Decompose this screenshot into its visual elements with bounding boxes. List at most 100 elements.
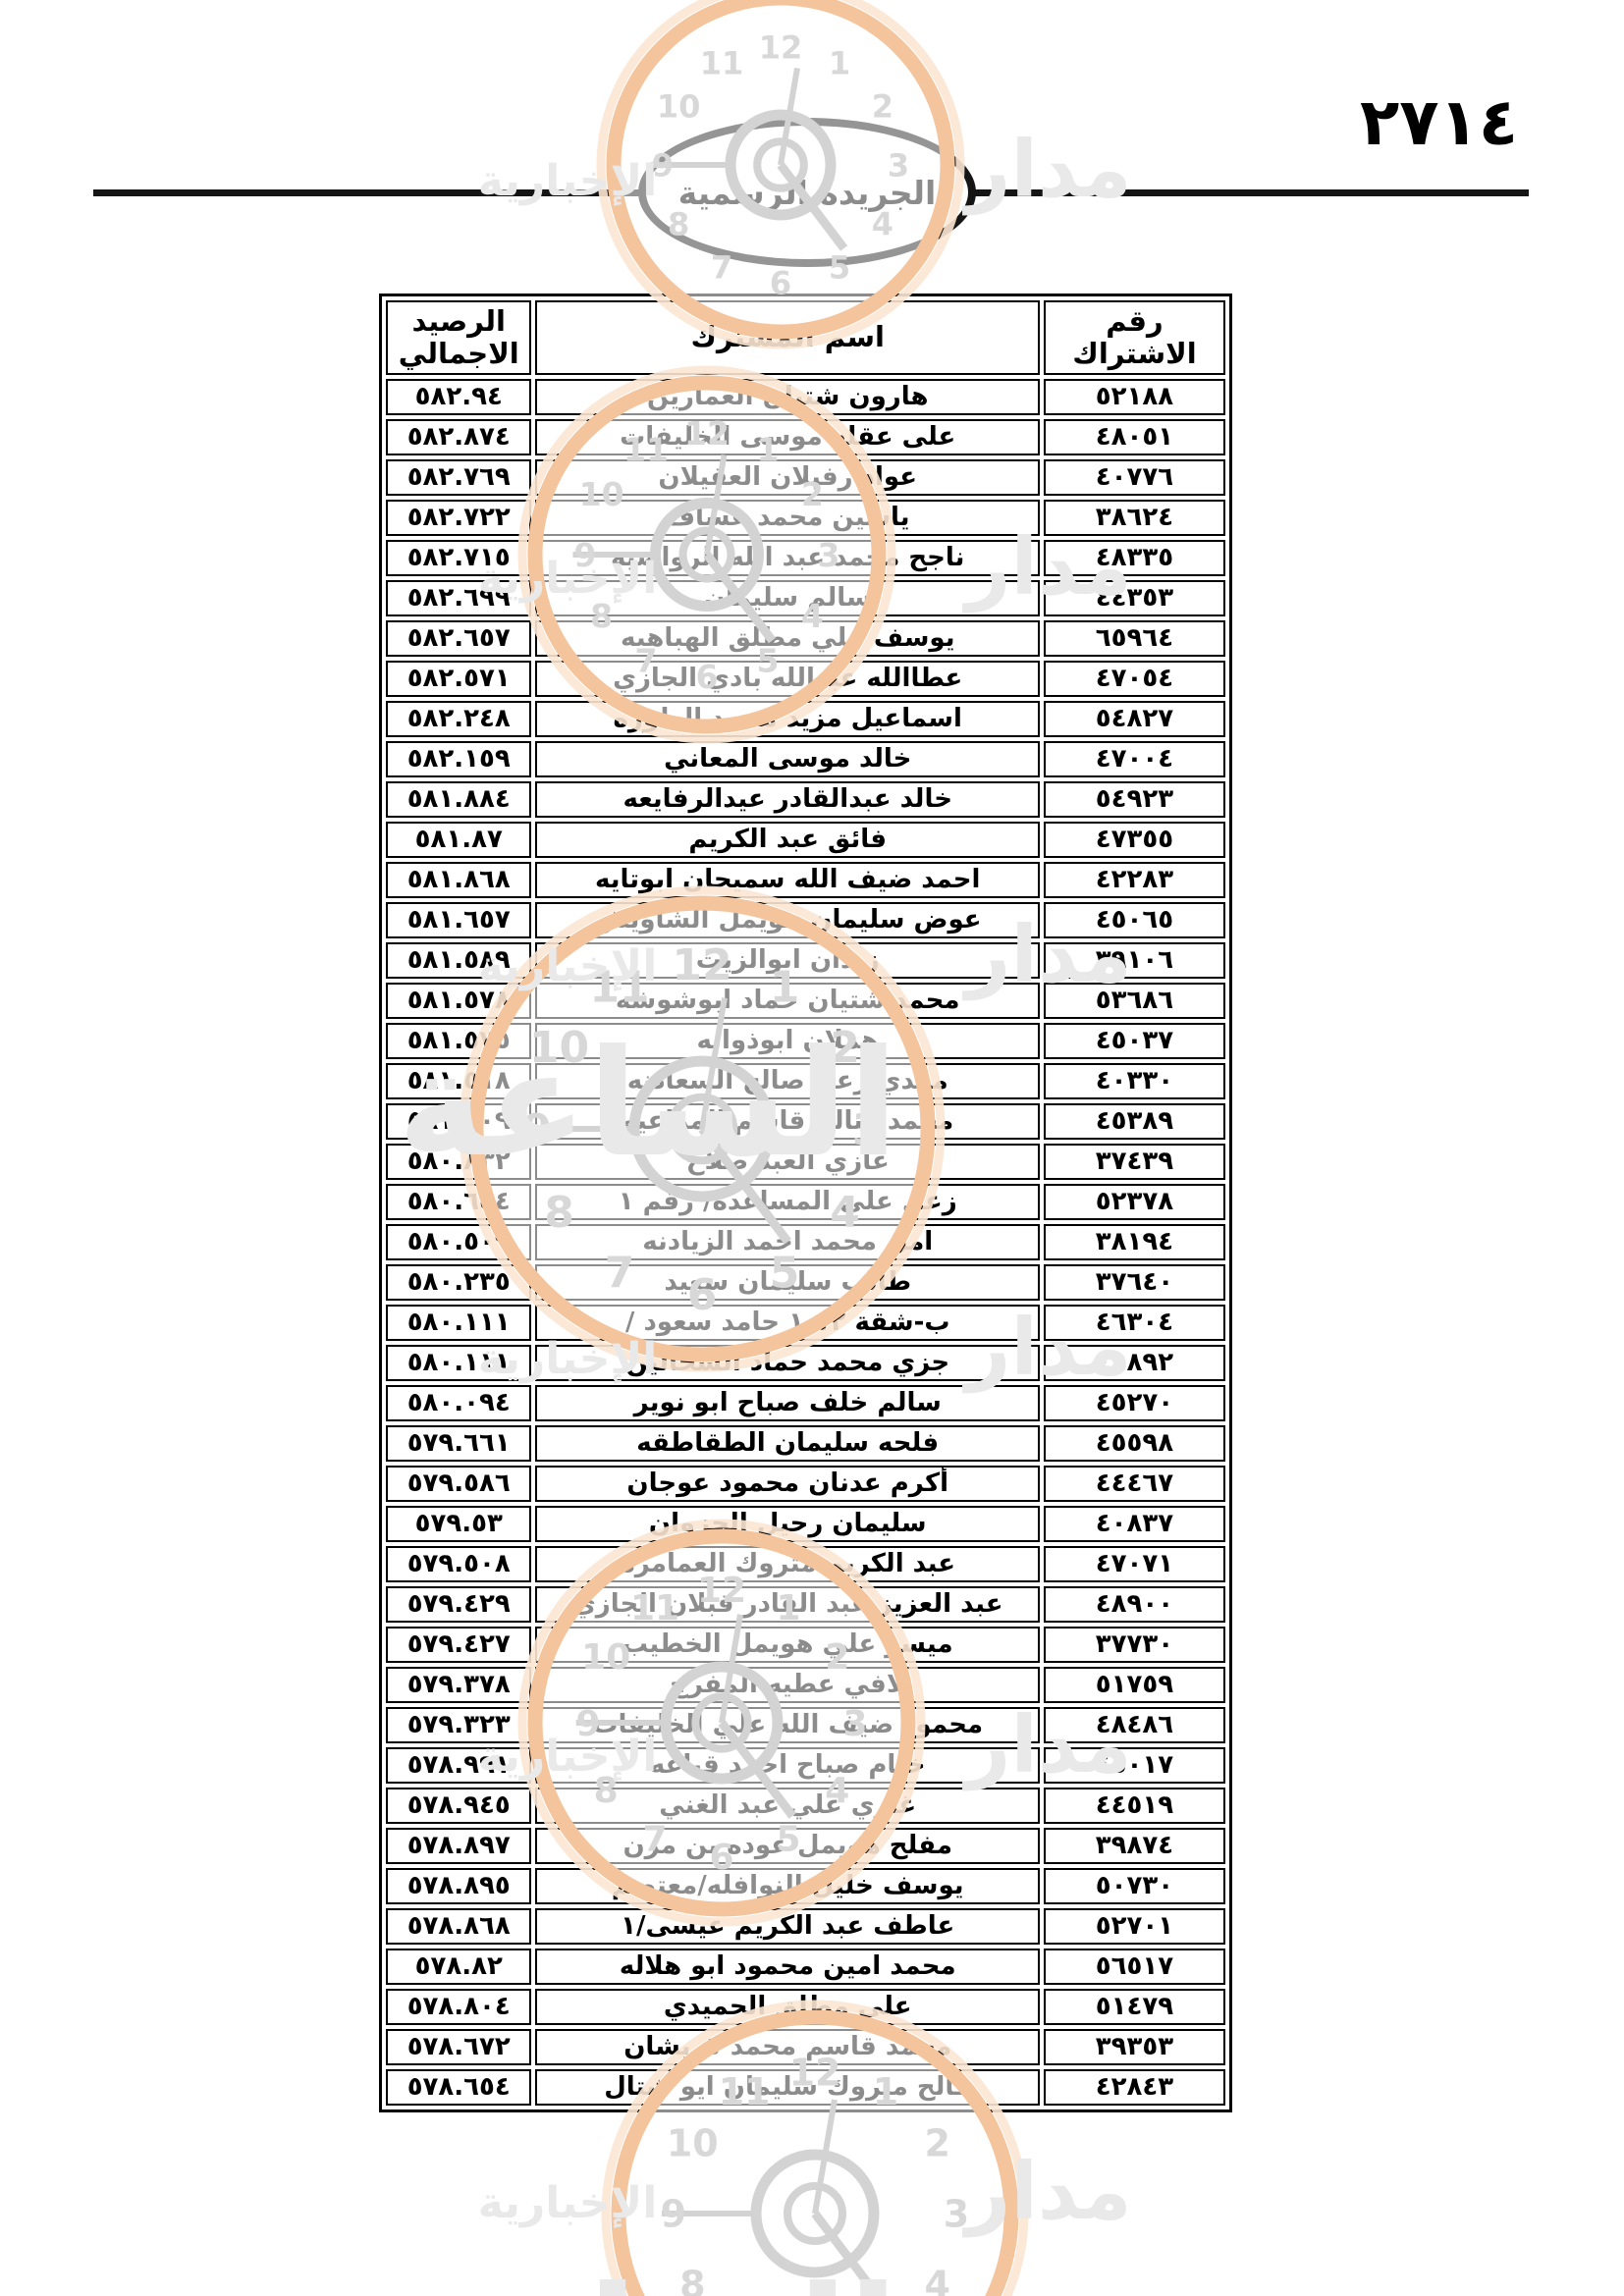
subscribers-table: رقم الاشتراك اسم المشترك الرصيد الاجمالي… bbox=[379, 294, 1232, 2112]
subscriber-name-cell: غازي العبد صلاح bbox=[535, 1144, 1040, 1180]
total-balance-cell: ٥٨٢.٦٥٧ bbox=[386, 620, 532, 657]
total-balance-cell: ٥٨١.٥١٨ bbox=[386, 1063, 532, 1099]
subscriber-name-cell: محمد قاسم محمد كريشان bbox=[535, 2029, 1040, 2065]
subscriber-name-cell: غازي علي عبد الغني bbox=[535, 1788, 1040, 1824]
subscription-number-cell: ٤٢٨٤٣ bbox=[1043, 2069, 1225, 2106]
subscription-number-cell: ٣٧٤٣٩ bbox=[1043, 1144, 1225, 1180]
subscription-number-cell: ٤٥٠٦٥ bbox=[1043, 902, 1225, 938]
subscription-number-cell: ٣٩٨٧٤ bbox=[1043, 1828, 1225, 1864]
subscription-number-cell: ٥٣٦٨٦ bbox=[1043, 983, 1225, 1019]
table-row: ٥١٤٧٩ علي مطلق الحميدي ٥٧٨.٨٠٤ bbox=[386, 1989, 1225, 2025]
table-row: ٥٢١٨٨ هارون شتيان العمارين ٥٨٢.٩٤ bbox=[386, 379, 1225, 415]
total-balance-cell: ٥٧٩.٥٣ bbox=[386, 1506, 532, 1542]
table-row: ٣٧٦٤٠ طالب سليمان سعيد ٥٨٠.٢٣٥ bbox=[386, 1264, 1225, 1301]
subscriber-name-cell: فائق عبد الكريم bbox=[535, 822, 1040, 858]
table-row: ٤٦٣٠٤ ب-شقة ١٢-١ حامد سعود /٥٨٠.١١١ bbox=[386, 1305, 1225, 1341]
subscription-number-cell: ٥٢١٨٨ bbox=[1043, 379, 1225, 415]
subscriber-name-cell: سليمان رحيل الجزوان bbox=[535, 1506, 1040, 1542]
total-balance-cell: ٥٧٩.٥٨٦ bbox=[386, 1466, 532, 1502]
subscription-number-cell: ٤٥٠٣٧ bbox=[1043, 1023, 1225, 1059]
table-row: ٤٨٤٨٦ محمود ضيف الله علي الخليفات ٥٧٩.٣٢٣ bbox=[386, 1707, 1225, 1743]
total-balance-cell: ٥٧٨.٦٥٤ bbox=[386, 2069, 532, 2106]
subscription-number-cell: ٤٧٠٥٤ bbox=[1043, 661, 1225, 697]
col-header-subscription-number: رقم الاشتراك bbox=[1043, 300, 1225, 375]
total-balance-cell: ٥٧٨.٩٩١ bbox=[386, 1747, 532, 1784]
total-balance-cell: ٥٨٠.١١١ bbox=[386, 1345, 532, 1381]
table-row: ٥١٧٥٩ لافي عطيه المفرج ٥٧٩.٣٧٨ bbox=[386, 1667, 1225, 1703]
total-balance-cell: ٥٨١.٥٧٨ bbox=[386, 983, 532, 1019]
table-row: ٤٠٨٣٧ سليمان رحيل الجزوان ٥٧٩.٥٣ bbox=[386, 1506, 1225, 1542]
subscription-number-cell: ٣٩١٠٦ bbox=[1043, 942, 1225, 979]
col-header-subscriber-name: اسم المشترك bbox=[535, 300, 1040, 375]
subscription-number-cell: ٣٨٦٢٤ bbox=[1043, 500, 1225, 536]
subscription-number-cell: ٤٥٠١٧ bbox=[1043, 1747, 1225, 1784]
total-balance-cell: ٥٨٢.٨٧٤ bbox=[386, 419, 532, 455]
subscriber-name-cell: خالد عبدالقادر عيدالرفايعه bbox=[535, 781, 1040, 818]
subscriber-name-cell: مفلح هويمل عوده بن مزن bbox=[535, 1828, 1040, 1864]
table-row: ٤٠٧٧٦ عواد رفيلان العقيلان ٥٨٢.٧٦٩ bbox=[386, 459, 1225, 496]
subscription-number-cell: ٥٤٨٢٧ bbox=[1043, 701, 1225, 737]
subscriber-name-cell: هملان ابوذوابه bbox=[535, 1023, 1040, 1059]
subscription-number-cell: ٥١٤٧٩ bbox=[1043, 1989, 1225, 2025]
total-balance-cell: ٥٨٠.٥٠٩ bbox=[386, 1224, 532, 1260]
total-balance-cell: ٥٨١.٨٨٤ bbox=[386, 781, 532, 818]
total-balance-cell: ٥٨٠.٢٣٥ bbox=[386, 1264, 532, 1301]
subscriber-name-cell: زعل علي المساعده/ رقم ١ bbox=[535, 1184, 1040, 1220]
table-row: ٤١٨٩٢ جزي محمد حماد السحالين ٥٨٠.١١١ bbox=[386, 1345, 1225, 1381]
table-row: ٣٨٦٢٤ ياسين محمد عساف ٥٨٢.٧٢٢ bbox=[386, 500, 1225, 536]
subscription-number-cell: ٤٤٤٦٧ bbox=[1043, 1466, 1225, 1502]
table-row: ٥٢٧٠١ عاطف عبد الكريم عيسى/١ ٥٧٨.٨٦٨ bbox=[386, 1908, 1225, 1945]
subscriber-name-cell: محمد شتيان حماد ابوشوشه bbox=[535, 983, 1040, 1019]
total-balance-cell: ٥٧٨.٨٦٨ bbox=[386, 1908, 532, 1945]
total-balance-cell: ٥٨٢.٧١٥ bbox=[386, 540, 532, 576]
total-balance-cell: ٥٨١.١٠٩ bbox=[386, 1103, 532, 1140]
subscriber-name-cell: سالم سليمان bbox=[535, 580, 1040, 616]
total-balance-cell: ٥٧٩.٤٢٩ bbox=[386, 1586, 532, 1623]
subscription-number-cell: ٤٠٣٣٠ bbox=[1043, 1063, 1225, 1099]
table-row: ٥٤٨٢٧ اسماعيل مزيد محمد الطوره ٥٨٢.٢٤٨ bbox=[386, 701, 1225, 737]
total-balance-cell: ٥٨٢.٩٤ bbox=[386, 379, 532, 415]
total-balance-cell: ٥٨١.٨٦٨ bbox=[386, 862, 532, 898]
table-row: ٤٥٢٧٠ سالم خلف صباح ابو نوير ٥٨٠.٠٩٤ bbox=[386, 1385, 1225, 1421]
total-balance-cell: ٥٨٢.٧٦٩ bbox=[386, 459, 532, 496]
table-row: ٤٥٥٩٨ فلحه سليمان الطقاطقه ٥٧٩.٦٦١ bbox=[386, 1425, 1225, 1462]
clock-numeral: 2 bbox=[924, 2122, 949, 2165]
total-balance-cell: ٥٨٠.٠٩٤ bbox=[386, 1385, 532, 1421]
page-number: ٢٧١٤ bbox=[1360, 84, 1519, 160]
table-row: ٣٩٣٥٣ محمد قاسم محمد كريشان ٥٧٨.٦٧٢ bbox=[386, 2029, 1225, 2065]
subscriber-name-cell: عواد رفيلان العقيلان bbox=[535, 459, 1040, 496]
subscriber-name-cell: زيدان ابوالزيت bbox=[535, 942, 1040, 979]
table-row: ٣٨١٩٤ امل محمد احمد الزيادنه ٥٨٠.٥٠٩ bbox=[386, 1224, 1225, 1260]
table-row: ٤٤٤٦٧ أكرم عدنان محمود عوجان ٥٧٩.٥٨٦ bbox=[386, 1466, 1225, 1502]
table-row: ٤٢٢٨٣ احمد ضيف الله سميحان ابوتايه ٥٨١.٨٦٨ bbox=[386, 862, 1225, 898]
subscriber-name-cell: ياسين محمد عساف bbox=[535, 500, 1040, 536]
subscriber-name-cell: فلحه سليمان الطقاطقه bbox=[535, 1425, 1040, 1462]
clock-numeral: 8 bbox=[679, 2264, 705, 2296]
watermark-brand-text: مدار bbox=[965, 2146, 1132, 2237]
subscription-number-cell: ٤٧٠٧١ bbox=[1043, 1546, 1225, 1582]
subscriber-name-cell: جزي محمد حماد السحالين bbox=[535, 1345, 1040, 1381]
total-balance-cell: ٥٧٩.٣٧٨ bbox=[386, 1667, 532, 1703]
clock-numeral: 1 bbox=[829, 45, 850, 82]
total-balance-cell: ٥٨٠.١١١ bbox=[386, 1305, 532, 1341]
table-row: ٣٩٨٧٤ مفلح هويمل عوده بن مزن ٥٧٨.٨٩٧ bbox=[386, 1828, 1225, 1864]
subscriber-name-cell: ناجح محمد عبد الله الرواضيه bbox=[535, 540, 1040, 576]
table-row: ٤٧٠٧١ عبد الكريم متروك العمامره ٥٧٩.٥٠٨ bbox=[386, 1546, 1225, 1582]
total-balance-cell: ٥٧٨.٨٢ bbox=[386, 1949, 532, 1985]
subscriber-name-cell: علي مطلق الحميدي bbox=[535, 1989, 1040, 2025]
total-balance-cell: ٥٧٨.٦٧٢ bbox=[386, 2029, 532, 2065]
subscriber-name-cell: احمد ضيف الله سميحان ابوتايه bbox=[535, 862, 1040, 898]
subscription-number-cell: ٥١٧٥٩ bbox=[1043, 1667, 1225, 1703]
subscription-number-cell: ٤٥٥٩٨ bbox=[1043, 1425, 1225, 1462]
table-row: ٤٤٥١٩ غازي علي عبد الغني ٥٧٨.٩٤٥ bbox=[386, 1788, 1225, 1824]
total-balance-cell: ٥٨٢.٢٤٨ bbox=[386, 701, 532, 737]
subscription-number-cell: ٤٧٣٥٥ bbox=[1043, 822, 1225, 858]
subscription-number-cell: ٤٦٣٠٤ bbox=[1043, 1305, 1225, 1341]
table-row: ٤٨٣٣٥ ناجح محمد عبد الله الرواضيه ٥٨٢.٧١٥ bbox=[386, 540, 1225, 576]
subscription-number-cell: ٤٧٠٠٤ bbox=[1043, 741, 1225, 777]
table-row: ٦٥٩٦٤ يوسف علي مطلق الهباهبه ٥٨٢.٦٥٧ bbox=[386, 620, 1225, 657]
table-row: ٣٩١٠٦ زيدان ابوالزيت ٥٨١.٥٨٩ bbox=[386, 942, 1225, 979]
subscriber-name-cell: لافي عطيه المفرج bbox=[535, 1667, 1040, 1703]
table-row: ٤٨٠٥١ على عقله موسى الخليفات ٥٨٢.٨٧٤ bbox=[386, 419, 1225, 455]
